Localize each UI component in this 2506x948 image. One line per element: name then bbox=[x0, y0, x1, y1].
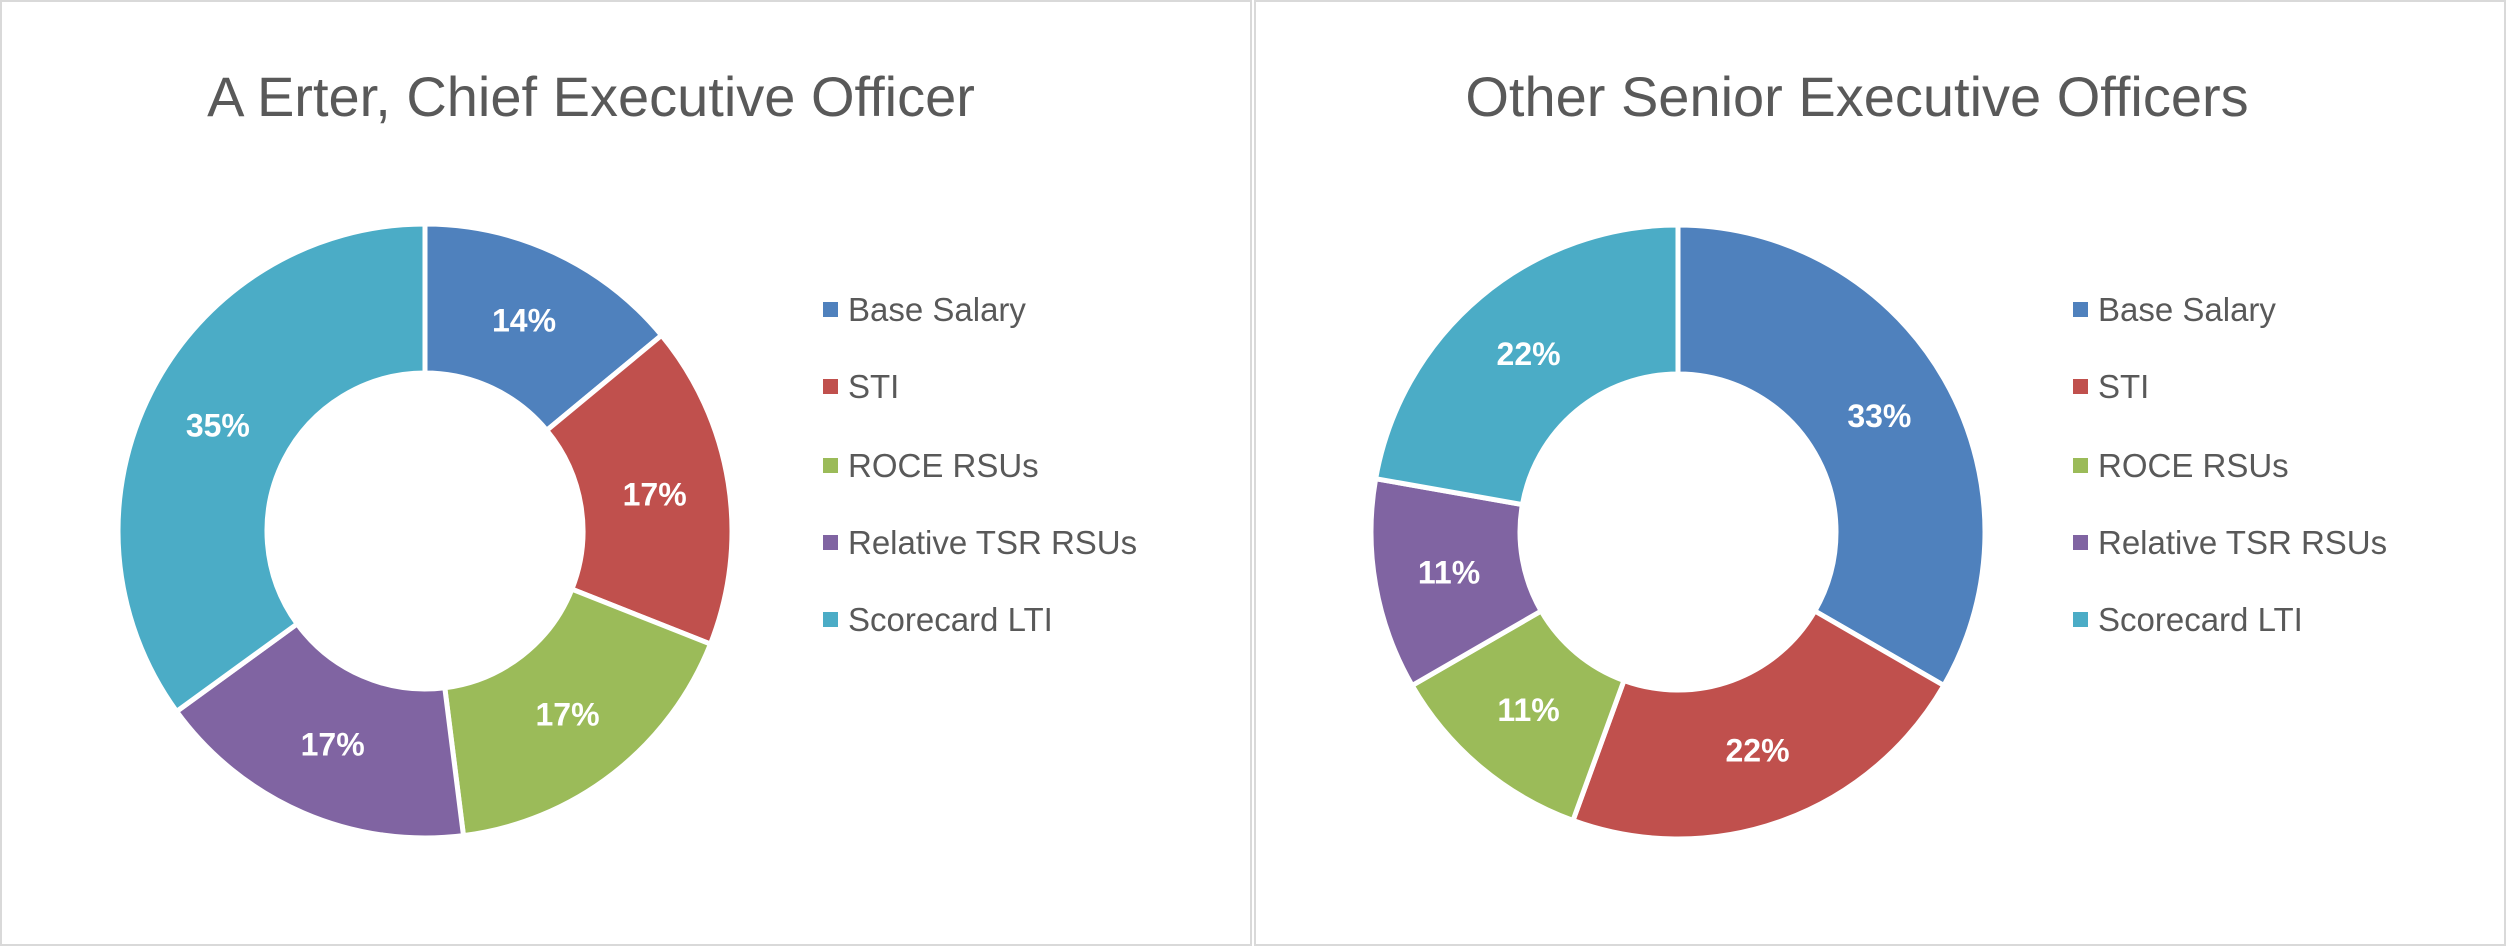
donut-slice-base-salary bbox=[422, 221, 666, 434]
donut-slice-sti bbox=[543, 331, 735, 648]
legend-swatch bbox=[823, 379, 838, 394]
chart-title-ceo: A Erter, Chief Executive Officer bbox=[207, 65, 975, 128]
legend-item-label: ROCE RSUs bbox=[848, 447, 1039, 484]
legend-swatch bbox=[2073, 458, 2088, 473]
data-label: 33% bbox=[1847, 398, 1911, 434]
legend-item-label: STI bbox=[2098, 368, 2149, 405]
donut-slice-scorecard-lti bbox=[115, 221, 428, 715]
data-label: 17% bbox=[535, 697, 599, 733]
legend-item-label: ROCE RSUs bbox=[2098, 447, 2289, 484]
legend-swatch bbox=[2073, 612, 2088, 627]
legend-item-label: Relative TSR RSUs bbox=[848, 524, 1137, 561]
data-label: 17% bbox=[623, 477, 687, 513]
donut-slice-roce-rsus bbox=[442, 585, 714, 839]
donut-slice-relative-tsr-rsus bbox=[173, 620, 467, 841]
data-label: 17% bbox=[301, 726, 365, 762]
legend-swatch bbox=[2073, 302, 2088, 317]
donut-other-officers: 33% 22% 11% 11% 22% bbox=[1368, 222, 1988, 842]
legend-swatch bbox=[2073, 379, 2088, 394]
donut-slice-scorecard-lti bbox=[1372, 222, 1681, 508]
legend-item-label: Relative TSR RSUs bbox=[2098, 524, 2387, 561]
legend-item-label: Scorecard LTI bbox=[2098, 601, 2303, 638]
donut-ceo: 14% 17% 17% 17% 35% bbox=[115, 221, 735, 841]
legend-item-label: STI bbox=[848, 368, 899, 405]
legend-item-label: Base Salary bbox=[848, 291, 1026, 328]
data-label: 14% bbox=[492, 303, 556, 339]
legend-swatch bbox=[823, 458, 838, 473]
legend-swatch bbox=[823, 302, 838, 317]
data-label: 35% bbox=[186, 407, 250, 443]
legend-item-label: Base Salary bbox=[2098, 291, 2276, 328]
legend-swatch bbox=[823, 535, 838, 550]
data-label: 22% bbox=[1725, 732, 1789, 768]
donut-slice-sti bbox=[1569, 607, 1948, 842]
legend-swatch bbox=[823, 612, 838, 627]
legend-swatch bbox=[2073, 535, 2088, 550]
data-label: 22% bbox=[1497, 336, 1561, 372]
data-label: 11% bbox=[1418, 554, 1480, 590]
donut-slice-base-salary bbox=[1675, 222, 1988, 689]
legend-item-label: Scorecard LTI bbox=[848, 601, 1053, 638]
chart-title-other-officers: Other Senior Executive Officers bbox=[1465, 65, 2248, 128]
data-label: 11% bbox=[1497, 692, 1559, 728]
